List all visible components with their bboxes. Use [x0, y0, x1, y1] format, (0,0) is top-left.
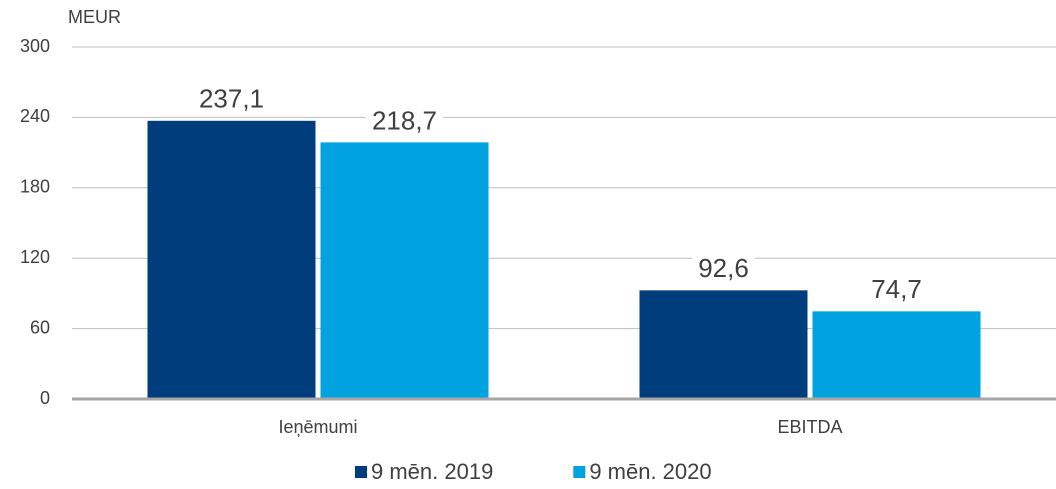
- bar: [812, 311, 981, 399]
- y-tick-label: 0: [40, 388, 50, 408]
- bar: [147, 120, 316, 399]
- y-tick-label: 120: [20, 247, 50, 267]
- data-label-bg: [865, 274, 928, 305]
- y-tick-label: 300: [20, 36, 50, 56]
- bar: [639, 290, 808, 399]
- legend-swatch: [573, 466, 586, 478]
- y-axis-label: MEUR: [68, 7, 121, 27]
- data-label: 74,7: [871, 274, 922, 304]
- data-label-bg: [692, 253, 755, 284]
- x-tick-label: EBITDA: [777, 417, 842, 437]
- y-tick-label: 180: [20, 177, 50, 197]
- legend-swatch: [355, 466, 367, 478]
- y-tick-label: 240: [20, 106, 50, 126]
- data-label-bg: [365, 105, 444, 136]
- data-label-bg: [192, 83, 271, 114]
- data-label: 237,1: [199, 84, 264, 114]
- data-label: 92,6: [698, 253, 749, 283]
- y-tick-label: 60: [30, 317, 50, 337]
- legend-label: 9 mēn. 2019: [371, 459, 493, 484]
- x-tick-label: Ieņēmumi: [278, 417, 357, 437]
- legend-label: 9 mēn. 2020: [589, 459, 711, 484]
- bar: [320, 142, 489, 399]
- data-label: 218,7: [372, 105, 437, 135]
